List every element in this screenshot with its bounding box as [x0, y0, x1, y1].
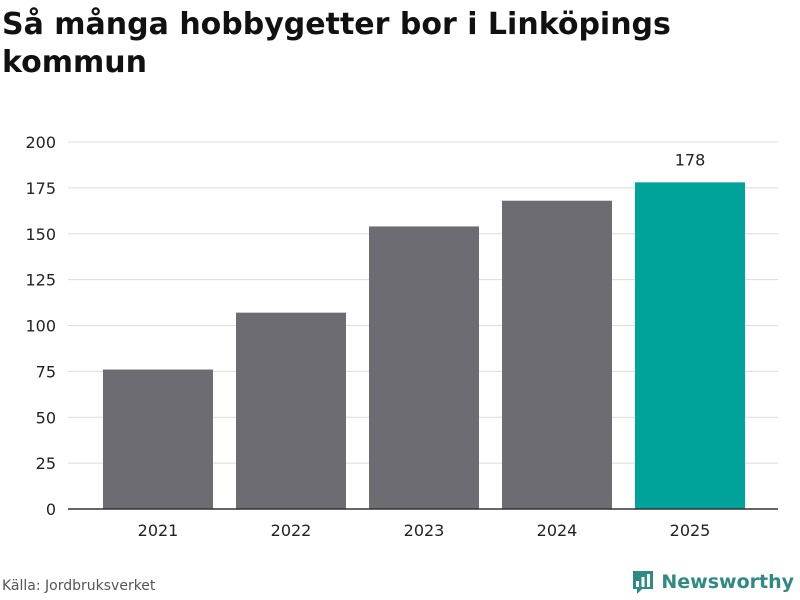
bar-2024	[502, 200, 612, 509]
x-axis-tick-labels: 2021 2022 2023 2024 2025	[138, 521, 711, 540]
bar-2025	[635, 182, 745, 509]
brand-name: Newsworthy	[661, 571, 794, 593]
data-labels: 178	[675, 150, 706, 169]
y-tick-label: 175	[25, 179, 56, 198]
source-note: Källa: Jordbruksverket	[2, 578, 156, 594]
y-tick-label: 100	[25, 317, 56, 336]
bar-2022	[236, 312, 346, 509]
y-tick-label: 75	[36, 362, 56, 381]
y-tick-label: 25	[36, 454, 56, 473]
bar-2021	[103, 369, 213, 509]
y-tick-label: 50	[36, 408, 56, 427]
y-tick-label: 150	[25, 225, 56, 244]
bar-2023	[369, 226, 479, 509]
x-tick-label: 2024	[537, 521, 578, 540]
brand-logo: Newsworthy	[631, 568, 794, 596]
y-tick-label: 0	[46, 500, 56, 519]
x-tick-label: 2023	[404, 521, 445, 540]
x-tick-label: 2022	[271, 521, 312, 540]
bar-chart-logo-icon	[633, 570, 654, 594]
chart-title: Så många hobbygetter bor i Linköpings ko…	[2, 7, 671, 80]
y-tick-label: 125	[25, 271, 56, 290]
data-label: 178	[675, 150, 706, 169]
x-tick-label: 2021	[138, 521, 179, 540]
y-tick-label: 200	[25, 133, 56, 152]
y-axis-tick-labels: 0 25 50 75 100 125 150 175 200	[25, 133, 56, 519]
x-tick-label: 2025	[670, 521, 711, 540]
bars	[103, 182, 745, 509]
